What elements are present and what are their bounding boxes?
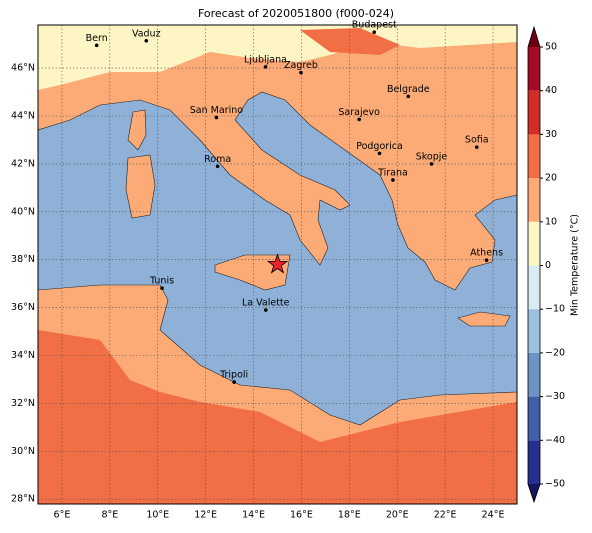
city-dot (160, 286, 164, 291)
city-dot (215, 164, 220, 169)
y-tick-label: 46°N (11, 63, 35, 74)
city-dot (357, 117, 361, 122)
city-label: Vaduz (132, 28, 161, 39)
city-dot (474, 145, 479, 149)
colorbar-band (528, 309, 540, 353)
colorbar-label: Min Temperature (°C) (570, 214, 581, 316)
crete (457, 311, 511, 327)
x-tick-label: 10°E (146, 510, 169, 521)
y-tick-label: 32°N (11, 398, 35, 409)
colorbar-tick-label: 40 (545, 85, 557, 96)
colorbar-band (528, 134, 540, 179)
cool-north (38, 25, 517, 90)
y-tick-label: 36°N (11, 302, 35, 313)
x-tick-label: 16°E (290, 510, 313, 521)
y-tick-label: 40°N (11, 206, 35, 217)
city-dot (391, 178, 395, 182)
colorbar-band (528, 178, 540, 222)
warm-patch (300, 28, 400, 55)
city-label: Belgrade (387, 84, 430, 95)
colorbar-tick-label: −50 (545, 479, 565, 490)
colorbar-band (528, 440, 540, 484)
city-label: Athens (470, 248, 503, 259)
city-label: Ljubljana (244, 54, 287, 65)
colorbar-band (528, 396, 540, 441)
colorbar: −50 −40 −30 −20 −10 0 10 20 30 40 50 (527, 25, 565, 504)
city-dot (263, 65, 268, 69)
city-dot (263, 308, 268, 312)
city-label: Tirana (377, 167, 408, 178)
city-dot (299, 70, 303, 75)
city-dot (94, 43, 99, 48)
y-tick-label: 28°N (11, 494, 35, 505)
city-label: Zagreb (284, 60, 318, 71)
x-tick-label: 22°E (434, 510, 457, 521)
city-dot (377, 151, 382, 156)
x-tick-label: 12°E (194, 510, 217, 521)
city-dot (214, 115, 219, 120)
y-tick-label: 42°N (11, 158, 35, 169)
y-tick-label: 38°N (11, 254, 35, 265)
y-tick-label: 44°N (11, 111, 35, 122)
x-tick-label: 6°E (54, 510, 71, 521)
city-dot (484, 258, 489, 262)
colorbar-tick-label: 50 (545, 42, 557, 53)
city-label: Tripoli (219, 370, 248, 381)
city-dot (406, 94, 411, 99)
colorbar-band (528, 352, 540, 397)
x-tick-label: 18°E (338, 510, 361, 521)
colorbar-tick-label: 10 (545, 216, 557, 227)
colorbar-tick-label: −30 (545, 391, 565, 402)
city-dot (144, 39, 149, 43)
colorbar-band (528, 90, 540, 135)
colorbar-band (528, 221, 540, 266)
city-dot (429, 162, 434, 166)
city-label: Sofia (465, 135, 489, 146)
x-tick-label: 14°E (242, 510, 265, 521)
y-tick-label: 34°N (11, 350, 35, 361)
city-dot (232, 380, 236, 384)
city-label: Roma (204, 154, 231, 165)
city-label: La Valette (242, 298, 290, 309)
x-tick-label: 20°E (386, 510, 409, 521)
city-label: San Marino (190, 105, 243, 116)
colorbar-tick-label: −20 (545, 347, 565, 358)
city-dot (372, 30, 377, 34)
chart-title: Forecast of 2020051800 (f000-024) (198, 7, 394, 20)
city-label: Sarajevo (338, 107, 380, 118)
colorbar-tick-label: −10 (545, 304, 565, 315)
colorbar-under (528, 484, 540, 502)
y-tick-label: 30°N (11, 446, 35, 457)
colorbar-tick-label: 20 (545, 173, 557, 184)
colorbar-tick-label: −40 (545, 435, 565, 446)
colorbar-tick-label: 30 (545, 129, 557, 140)
city-label: Budapest (352, 20, 397, 31)
city-label: Bern (86, 33, 108, 44)
sardinia (125, 154, 156, 219)
marker-star (266, 253, 289, 274)
x-tick-label: 8°E (101, 510, 118, 521)
corsica (127, 109, 147, 151)
x-tick-label: 24°E (482, 510, 505, 521)
city-label: Skopje (416, 151, 448, 162)
city-label: Podgorica (356, 141, 403, 152)
colorbar-tick-label: 0 (545, 260, 551, 271)
map-frame (37, 24, 518, 505)
colorbar-over (528, 27, 540, 47)
colorbar-band (528, 265, 540, 310)
city-label: Tunis (149, 276, 174, 287)
colorbar-band (528, 47, 540, 91)
europe-land (38, 25, 517, 291)
